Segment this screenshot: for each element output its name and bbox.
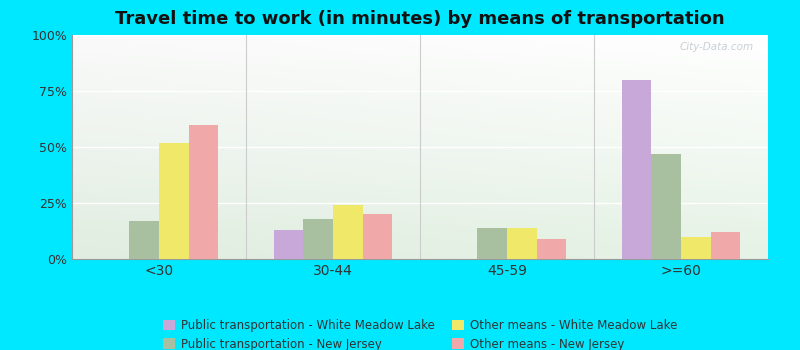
Bar bbox=[710, 232, 740, 259]
Legend: Public transportation - White Meadow Lake, Public transportation - New Jersey, O: Public transportation - White Meadow Lak… bbox=[158, 314, 682, 350]
Text: City-Data.com: City-Data.com bbox=[680, 42, 754, 52]
Bar bbox=[303, 219, 333, 259]
Title: Travel time to work (in minutes) by means of transportation: Travel time to work (in minutes) by mean… bbox=[115, 10, 725, 28]
Bar bbox=[622, 80, 651, 259]
Bar bbox=[507, 228, 537, 259]
Bar bbox=[159, 142, 189, 259]
Bar bbox=[189, 125, 218, 259]
Bar bbox=[537, 239, 566, 259]
Bar bbox=[362, 214, 392, 259]
Bar bbox=[274, 230, 303, 259]
Bar bbox=[478, 228, 507, 259]
Bar bbox=[130, 221, 159, 259]
Bar bbox=[681, 237, 710, 259]
Bar bbox=[333, 205, 362, 259]
Bar bbox=[651, 154, 681, 259]
